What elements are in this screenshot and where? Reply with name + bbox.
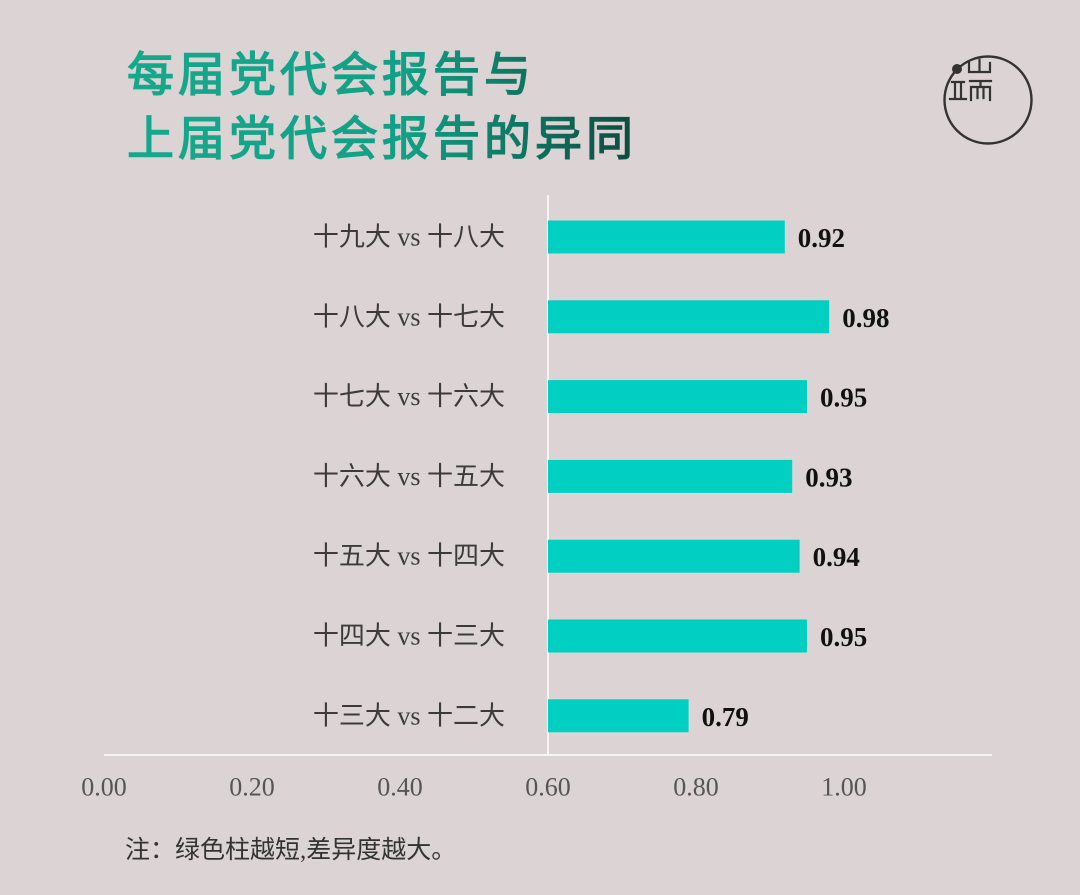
category-label: 十四大 vs 十三大: [313, 622, 505, 651]
chart-footnote: 注：绿色柱越短,差异度越大。: [125, 837, 457, 864]
value-label: 0.95: [820, 383, 867, 413]
value-label: 0.79: [702, 702, 749, 732]
chart-title: 每届党代会报告与 上届党代会报告的异同: [127, 44, 637, 172]
category-label: 十三大 vs 十二大: [313, 701, 505, 730]
value-label: 0.98: [842, 303, 889, 333]
value-label: 0.92: [798, 223, 845, 253]
label-layer: 十九大 vs 十八大 0.92 十八大 vs 十七大 0.98 十七大 vs 十六大 0.…: [81, 223, 889, 802]
bar: [548, 539, 800, 573]
bar: [548, 699, 689, 733]
bar: [548, 380, 807, 414]
x-tick-label: 1.00: [821, 773, 867, 802]
initium-logo: [943, 55, 1033, 145]
bar: [548, 300, 830, 334]
bar: [548, 220, 785, 254]
value-label: 0.95: [820, 622, 867, 652]
value-label: 0.93: [805, 462, 852, 492]
bar: [548, 459, 793, 493]
category-label: 十五大 vs 十四大: [313, 542, 505, 571]
x-tick-label: 0.80: [673, 773, 719, 802]
value-label: 0.94: [813, 542, 860, 572]
category-label: 十七大 vs 十六大: [313, 382, 505, 411]
x-tick-label: 0.60: [525, 773, 571, 802]
x-tick-label: 0.40: [377, 773, 423, 802]
logo-mark-icon: [943, 55, 1033, 145]
category-label: 十六大 vs 十五大: [313, 462, 505, 491]
x-tick-label: 0.00: [81, 773, 127, 802]
category-label: 十八大 vs 十七大: [313, 302, 505, 331]
bar: [548, 619, 807, 653]
category-label: 十九大 vs 十八大: [313, 223, 505, 252]
x-tick-label: 0.20: [229, 773, 275, 802]
bar-layer: [548, 220, 830, 733]
